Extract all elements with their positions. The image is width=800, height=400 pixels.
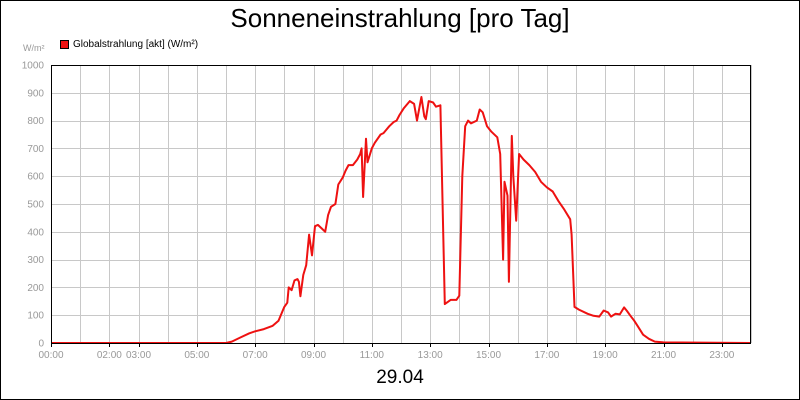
y-tick-label: 700 [27, 144, 44, 155]
plot-border [51, 65, 751, 344]
y-tick-label: 0 [38, 339, 44, 350]
legend: Globalstrahlung [akt] (W/m²) [60, 39, 198, 50]
y-unit-label: W/m² [23, 43, 45, 53]
y-tick-label: 300 [27, 255, 44, 266]
x-tick-label: 05:00 [184, 350, 209, 361]
y-tick-label: 200 [27, 283, 44, 294]
x-tick-label: 19:00 [593, 350, 618, 361]
x-tick-label: 02:00 [97, 350, 122, 361]
x-tick-label: 07:00 [243, 350, 268, 361]
x-tick-label: 00:00 [38, 350, 63, 361]
x-tick-label: 23:00 [709, 350, 734, 361]
x-tick-label: 11:00 [360, 350, 385, 361]
y-tick-label: 900 [27, 88, 44, 99]
series-line-globalstrahlung [51, 96, 752, 344]
y-tick-label: 100 [27, 311, 44, 322]
legend-swatch [60, 40, 69, 49]
legend-label: Globalstrahlung [akt] (W/m²) [73, 39, 199, 50]
x-tick-label: 21:00 [651, 350, 676, 361]
chart-title: Sonneneinstrahlung [pro Tag] [230, 3, 570, 33]
x-tick-label: 15:00 [476, 350, 501, 361]
y-tick-label: 600 [27, 172, 44, 183]
y-tick-label: 400 [27, 227, 44, 238]
x-tick-label: 03:00 [126, 350, 151, 361]
y-tick-label: 500 [27, 200, 44, 211]
y-tick-label: 1000 [22, 61, 45, 72]
x-tick-label: 13:00 [418, 350, 443, 361]
x-tick-label: 09:00 [301, 350, 326, 361]
y-tick-label: 800 [27, 116, 44, 127]
date-label: 29.04 [376, 367, 424, 388]
x-tick-label: 17:00 [534, 350, 559, 361]
